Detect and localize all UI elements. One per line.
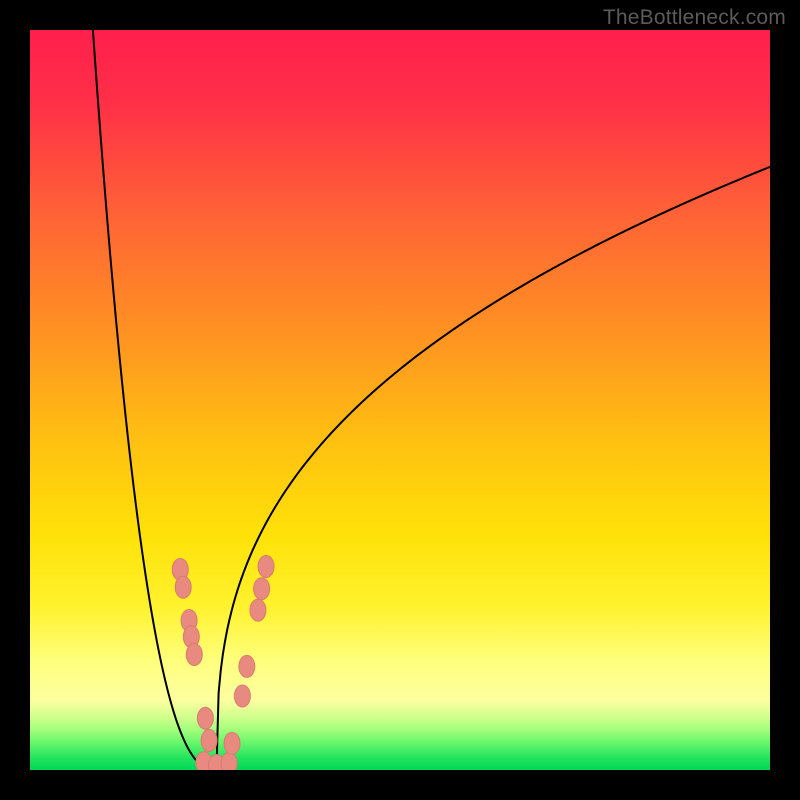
data-marker — [258, 556, 274, 578]
data-marker — [234, 685, 250, 707]
data-marker — [197, 707, 213, 729]
data-marker — [224, 732, 240, 754]
bottleneck-chart-svg — [0, 0, 800, 800]
data-marker — [250, 599, 266, 621]
data-marker — [175, 576, 191, 598]
watermark-text: TheBottleneck.com — [603, 6, 786, 30]
data-marker — [254, 578, 270, 600]
chart-background-gradient — [30, 30, 770, 770]
data-marker — [201, 729, 217, 751]
data-marker — [186, 644, 202, 666]
data-marker — [239, 655, 255, 677]
chart-frame: TheBottleneck.com — [0, 0, 800, 800]
